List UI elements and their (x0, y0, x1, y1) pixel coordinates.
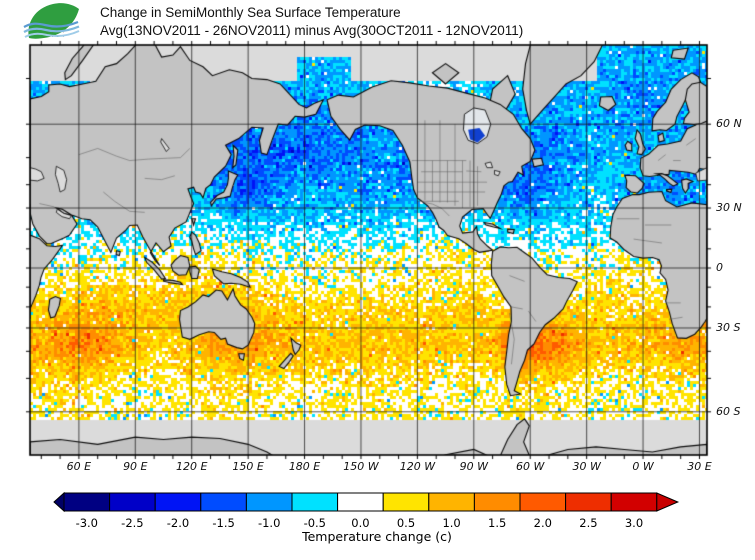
colorbar-tick-label: 1.0 (442, 516, 460, 530)
lat-label: 60 S (716, 404, 741, 418)
colorbar-tick-label: -0.5 (304, 516, 326, 530)
colorbar-tick-label: 2.5 (579, 516, 597, 530)
colorbar-segment (154, 492, 202, 512)
lon-label: 0 W (632, 460, 654, 473)
lon-label: 150 W (343, 460, 379, 473)
lon-label: 120 W (399, 460, 436, 473)
colorbar-segment (565, 492, 612, 512)
lat-label: 0 (716, 261, 723, 274)
colorbar-segment (245, 492, 293, 512)
colorbar-caption: Temperature change (c) (302, 529, 452, 544)
map-canvas (20, 35, 717, 465)
lon-label: 60 E (66, 460, 92, 473)
colorbar-tick-label: 0.5 (397, 516, 415, 530)
colorbar-segment (428, 492, 475, 512)
colorbar-segment (63, 492, 111, 512)
colorbar-tick-label: 3.0 (625, 516, 643, 530)
chart-subtitle: Avg(13NOV2011 - 26NOV2011) minus Avg(30O… (100, 23, 524, 38)
lon-label: 180 E (288, 460, 321, 473)
lon-label: 60 W (516, 460, 545, 473)
colorbar-segment (610, 492, 658, 512)
colorbar-tick-label: -2.0 (167, 516, 189, 530)
colorbar-tick-label: 1.5 (488, 516, 506, 530)
colorbar-arrow-left (53, 491, 65, 513)
lat-label: 30 S (716, 320, 741, 334)
colorbar-tick-label: -3.0 (76, 516, 98, 530)
colorbar-segment (291, 492, 339, 512)
colorbar-tick-label: 2.0 (534, 516, 552, 530)
lon-label: 30 E (687, 460, 712, 473)
lon-label: 150 E (232, 460, 264, 473)
lon-label: 120 E (175, 460, 208, 473)
colorbar-segment (109, 492, 156, 512)
colorbar-arrow-right (656, 492, 680, 512)
colorbar-segment (382, 492, 430, 512)
colorbar-segment (337, 492, 384, 512)
lat-label: 60 N (716, 117, 742, 131)
colorbar-segment (200, 492, 247, 512)
colorbar-tick-label: 0.0 (351, 516, 369, 530)
colorbar-tick-label: -2.5 (121, 516, 143, 530)
colorbar-tick-label: -1.5 (212, 516, 234, 530)
lon-label: 30 W (572, 460, 601, 473)
colorbar-segment (519, 492, 567, 512)
colorbar-segment (473, 492, 521, 512)
lat-label: 30 N (716, 201, 742, 215)
chart-title: Change in SemiMonthly Sea Surface Temper… (100, 5, 401, 20)
colorbar: -3.0 -2.5 -2.0 -1.5 -1.0 -0.5 0.0 0.5 1.0 1.5 2.0 2… (53, 491, 680, 530)
lon-label: 90 W (459, 460, 488, 473)
lon-label: 90 E (123, 460, 148, 473)
colorbar-tick-label: -1.0 (258, 516, 280, 530)
title-block: Change in SemiMonthly Sea Surface Temper… (100, 4, 523, 40)
